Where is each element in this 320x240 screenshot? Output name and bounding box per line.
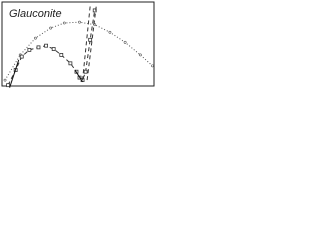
marker	[6, 83, 10, 88]
marker	[62, 21, 66, 25]
marker	[34, 36, 37, 40]
marker	[68, 61, 73, 66]
chart: Glauconite	[1, 1, 155, 88]
series-line	[86, 6, 97, 81]
page: {"chart_data": {"type": "line", "annotat…	[0, 0, 156, 88]
marker	[49, 26, 53, 30]
series-line	[7, 10, 96, 86]
marker	[27, 47, 32, 52]
series-line	[74, 69, 83, 83]
marker	[3, 78, 7, 82]
series-line	[4, 21, 153, 81]
marker	[123, 40, 127, 44]
plot-frame	[1, 1, 155, 87]
annotation: Glauconite	[9, 8, 62, 20]
marker	[151, 64, 154, 68]
marker	[78, 20, 81, 24]
series-line	[82, 6, 91, 81]
marker	[19, 54, 24, 59]
marker	[108, 30, 112, 34]
marker	[59, 53, 64, 57]
marker	[83, 69, 88, 74]
marker	[36, 45, 41, 50]
marker	[138, 53, 142, 57]
marker	[44, 43, 48, 48]
marker	[88, 37, 93, 42]
marker	[51, 47, 56, 51]
series-line	[9, 59, 20, 88]
